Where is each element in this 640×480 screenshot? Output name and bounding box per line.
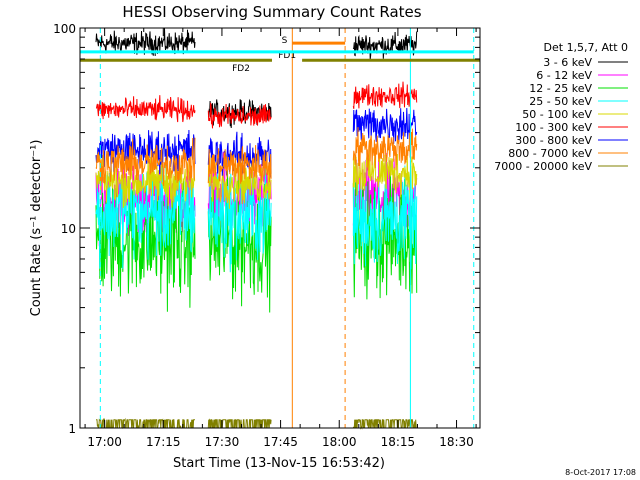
- annotation-label-fd1: FD1: [278, 51, 296, 61]
- legend-label: 7000 - 20000 keV: [494, 160, 592, 173]
- legend-label: 300 - 800 keV: [515, 134, 592, 147]
- legend-label: 3 - 6 keV: [543, 56, 592, 69]
- x-tick-label: 18:30: [439, 435, 474, 449]
- x-axis-label: Start Time (13-Nov-15 16:53:42): [173, 456, 385, 471]
- legend-label: 50 - 100 keV: [522, 108, 592, 121]
- legend-label: 100 - 300 keV: [515, 121, 592, 134]
- x-tick-label: 17:15: [146, 435, 181, 449]
- y-tick-label: 10: [61, 222, 76, 236]
- series-trace-8: [95, 127, 418, 187]
- x-axis: 17:00 17:15 17:30 17:45 18:00 18:15 18:30: [84, 28, 477, 449]
- legend-label: 6 - 12 keV: [536, 69, 592, 82]
- legend-header: Det 1,5,7, Att 0: [544, 41, 628, 54]
- x-tick-label: 17:00: [87, 435, 122, 449]
- chart-title: HESSI Observing Summary Count Rates: [122, 3, 421, 21]
- y-axis-label: Count Rate (s⁻¹ detector⁻¹): [29, 140, 44, 317]
- x-tick-label: 17:30: [205, 435, 240, 449]
- annotations: FD1 FD2 S: [80, 36, 480, 74]
- annotation-label-saa: S: [282, 36, 288, 46]
- series-trace-4: [95, 156, 418, 273]
- x-tick-label: 18:00: [322, 435, 357, 449]
- y-tick-label: 100: [53, 22, 76, 36]
- x-tick-label: 17:45: [263, 435, 298, 449]
- x-tick-label: 18:15: [381, 435, 416, 449]
- y-axis: 1 10 100: [53, 22, 480, 436]
- legend-label: 12 - 25 keV: [529, 82, 592, 95]
- series-traces: [95, 28, 418, 430]
- annotation-label-fd2: FD2: [232, 64, 250, 74]
- footer-date: 8-Oct-2017 17:08: [565, 468, 636, 477]
- series-trace-6: [95, 81, 418, 129]
- y-tick-label: 1: [68, 422, 76, 436]
- legend-label: 25 - 50 keV: [529, 95, 592, 108]
- legend-label: 800 - 7000 keV: [508, 147, 592, 160]
